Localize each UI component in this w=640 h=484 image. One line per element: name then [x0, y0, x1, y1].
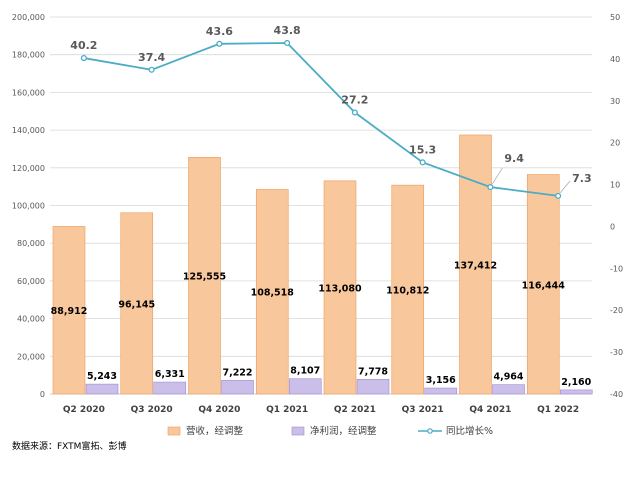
right-tick-label: 0 [610, 222, 615, 231]
growth-point-label: 27.2 [341, 94, 368, 107]
bars: 88,912 5,243 96,145 6,331 125,555 7,222 108,51… [51, 134, 593, 395]
growth-point [216, 40, 223, 47]
revenue-bar [120, 212, 154, 395]
growth-point-label: 43.8 [274, 24, 301, 37]
net-profit-bar-label: 6,331 [155, 369, 185, 380]
net-profit-bar [221, 380, 254, 395]
growth-point [487, 184, 494, 191]
net-profit-bar [85, 383, 119, 395]
growth-point-label: 15.3 [409, 143, 436, 156]
left-tick-label: 40,000 [17, 315, 45, 324]
left-tick-label: 20,000 [17, 352, 45, 361]
growth-point [148, 66, 155, 73]
right-tick-label: -10 [610, 264, 623, 273]
net-profit-bar-label: 2,160 [561, 377, 591, 388]
right-tick-label: -30 [610, 348, 623, 357]
right-tick-label: 40 [610, 55, 620, 64]
right-tick-label: -40 [610, 390, 623, 399]
net-profit-bar-label: 8,107 [290, 366, 320, 377]
revenue-bar [526, 174, 560, 395]
net-profit-bar-label: 7,778 [358, 366, 388, 377]
growth-point [284, 39, 291, 47]
net-profit-bar [288, 378, 322, 395]
net-profit-bar [153, 381, 187, 395]
legend-label-growth: 同比增长% [446, 425, 493, 437]
right-tick-label: 20 [610, 139, 620, 148]
category-label: Q4 2020 [198, 405, 240, 415]
category-label: Q2 2021 [334, 405, 376, 415]
revenue-bar-label: 88,912 [51, 306, 88, 317]
growth-point-label: 37.4 [138, 51, 165, 64]
growth-point-label: 7.3 [572, 172, 592, 185]
left-tick-label: 140,000 [12, 126, 45, 135]
growth-point [419, 159, 426, 166]
left-tick-label: 100,000 [12, 202, 45, 211]
legend-label-revenue: 营收，经调整 [186, 425, 244, 437]
legend-marker-growth [427, 428, 433, 434]
source-note: 数据来源：FXTM富拓、彭博 [12, 440, 126, 452]
growth-point-label: 40.2 [70, 39, 97, 52]
revenue-bar-label: 116,444 [522, 280, 566, 291]
revenue-bar [188, 157, 221, 395]
left-tick-label: 200,000 [12, 13, 45, 22]
left-tick-label: 180,000 [12, 51, 45, 60]
legend: 营收，经调整 净利润，经调整 同比增长% [167, 425, 493, 437]
category-label: Q3 2021 [402, 405, 444, 415]
right-tick-label: 10 [610, 181, 620, 190]
growth-point [555, 192, 562, 199]
net-profit-bar [424, 387, 458, 395]
revenue-bar-label: 108,518 [251, 288, 295, 299]
revenue-bar-label: 113,080 [318, 283, 362, 294]
net-profit-bar-label: 7,222 [222, 367, 252, 378]
legend-swatch-revenue [167, 426, 181, 436]
left-axis: 0 20,000 40,000 60,000 80,000 100,000 120,000 1… [12, 13, 45, 399]
category-label: Q1 2021 [266, 405, 308, 415]
legend-swatch-net-profit [291, 426, 305, 436]
net-profit-bar [492, 384, 525, 395]
net-profit-bar-label: 3,156 [426, 375, 456, 386]
revenue-bar [391, 184, 425, 395]
left-tick-label: 160,000 [12, 88, 45, 97]
revenue-bar [323, 180, 357, 395]
left-tick-label: 60,000 [17, 277, 45, 286]
net-profit-bar [559, 389, 593, 395]
revenue-bar-label: 137,412 [454, 260, 497, 271]
left-tick-label: 80,000 [17, 239, 45, 248]
left-tick-label: 120,000 [12, 164, 45, 173]
right-axis: -40 -30 -20 -10 0 10 20 30 40 50 [610, 13, 623, 399]
left-tick-label: 0 [40, 390, 45, 399]
x-axis-categories: Q2 2020 Q3 2020 Q4 2020 Q1 2021 Q2 2021 Q3 20… [63, 405, 579, 415]
growth-line: 40.2 37.4 43.6 43.8 27.2 15.3 9.4 7.3 [70, 24, 592, 199]
growth-label-leader [492, 167, 503, 185]
right-tick-label: 30 [610, 97, 620, 106]
net-profit-bar-label: 5,243 [87, 371, 117, 382]
revenue-bar-label: 125,555 [183, 272, 226, 283]
category-label: Q2 2020 [63, 405, 105, 415]
revenue-bar-label: 96,145 [118, 299, 155, 310]
category-label: Q1 2022 [537, 405, 579, 415]
revenue-bar-label: 110,812 [386, 286, 429, 297]
growth-point-label: 43.6 [206, 25, 233, 38]
growth-line-path [83, 42, 559, 197]
net-profit-bar [356, 379, 390, 395]
revenue-bar [52, 226, 86, 395]
net-profit-bar-label: 4,964 [493, 372, 523, 383]
growth-point [80, 55, 87, 62]
category-label: Q3 2020 [131, 405, 173, 415]
growth-label-leader [559, 180, 571, 194]
revenue-bar [255, 189, 289, 395]
right-tick-label: -20 [610, 306, 623, 315]
growth-point-label: 9.4 [504, 152, 524, 165]
growth-point [351, 109, 358, 116]
right-tick-label: 50 [610, 13, 620, 22]
legend-label-net-profit: 净利润，经调整 [310, 425, 377, 437]
category-label: Q4 2021 [469, 405, 511, 415]
